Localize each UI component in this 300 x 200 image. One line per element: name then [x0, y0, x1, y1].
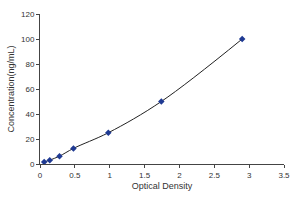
- svg-text:40: 40: [25, 110, 34, 119]
- svg-text:Concentration(ng/mL): Concentration(ng/mL): [6, 45, 16, 132]
- svg-text:80: 80: [25, 60, 34, 69]
- svg-text:Optical Density: Optical Density: [132, 181, 193, 191]
- svg-text:0: 0: [38, 171, 43, 180]
- svg-text:1.5: 1.5: [139, 171, 151, 180]
- svg-text:120: 120: [21, 10, 35, 19]
- svg-text:1: 1: [107, 171, 112, 180]
- svg-text:3.5: 3.5: [278, 171, 290, 180]
- svg-text:3: 3: [247, 171, 252, 180]
- svg-text:2: 2: [177, 171, 182, 180]
- svg-text:2.5: 2.5: [209, 171, 221, 180]
- svg-text:0: 0: [30, 160, 35, 169]
- svg-text:100: 100: [21, 35, 35, 44]
- svg-text:0.5: 0.5: [69, 171, 81, 180]
- svg-text:20: 20: [25, 135, 34, 144]
- svg-text:60: 60: [25, 85, 34, 94]
